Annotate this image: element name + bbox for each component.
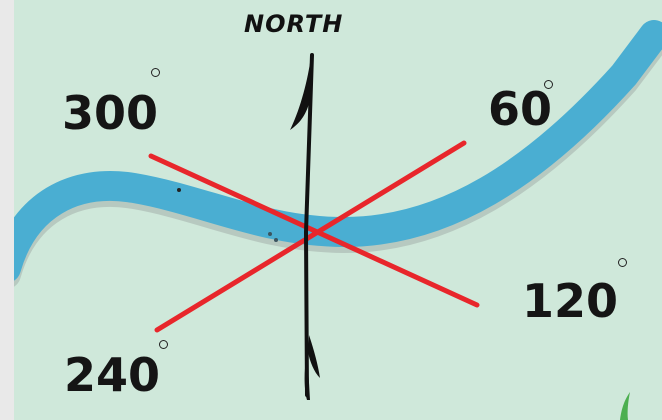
- degree-symbol-icon: [159, 340, 168, 349]
- bearing-line-60-240: [154, 140, 467, 333]
- map-dot: [268, 232, 272, 236]
- north-arrow-icon: [303, 53, 314, 397]
- bearing-label-120: 120: [522, 274, 619, 328]
- north-arrow-tail-icon: [304, 360, 310, 400]
- degree-symbol-icon: [618, 258, 627, 267]
- north-arrowhead-icon: [290, 56, 311, 130]
- river: [14, 20, 662, 281]
- bearing-label-60: 60: [488, 82, 553, 136]
- page-left-margin: [0, 0, 14, 420]
- degree-symbol-icon: [544, 80, 553, 89]
- bearing-label-240: 240: [64, 348, 161, 402]
- diagram-canvas: [14, 20, 662, 420]
- north-label: NORTH: [244, 10, 344, 38]
- bearing-line-300-120: [148, 153, 480, 308]
- map-dot: [177, 188, 181, 192]
- degree-symbol-icon: [151, 68, 160, 77]
- compass-diagram: NORTH 300 60 120 240: [14, 0, 662, 420]
- bearing-label-300: 300: [62, 86, 159, 140]
- north-arrow-tail-icon: [308, 335, 320, 378]
- grass-icon: [620, 392, 630, 420]
- map-dot: [274, 238, 278, 242]
